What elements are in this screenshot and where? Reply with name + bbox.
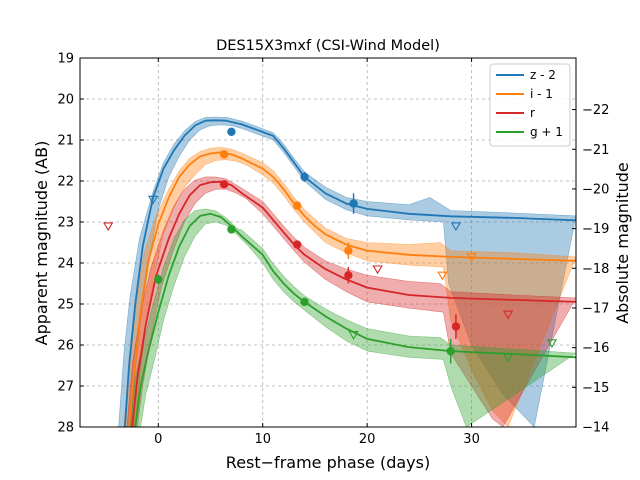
model-line-g-1 (134, 212, 576, 427)
data-point-i-1 (292, 201, 302, 210)
data-point-g-1 (154, 275, 163, 284)
data-point-g-1 (446, 346, 455, 356)
y-tick-label-right: −20 (582, 182, 609, 197)
upper-limit-r (502, 310, 514, 320)
upper-limit-extra (103, 222, 114, 232)
data-point-r (344, 271, 353, 280)
y-axis-label-right: Absolute magnitude (613, 162, 632, 324)
y-tick-label-right: −21 (582, 143, 609, 158)
y-tick-label-right: −16 (582, 341, 609, 356)
y-tick-label-right: −19 (582, 222, 609, 237)
x-tick-label: 10 (254, 432, 271, 447)
y-tick-label: 22 (57, 175, 74, 190)
data-point-z-2 (227, 127, 236, 136)
model-lines (124, 119, 576, 427)
legend-label-z-2: z - 2 (530, 68, 556, 82)
model-line-r (131, 180, 576, 427)
data-point-i-1 (219, 150, 229, 159)
data-points (103, 127, 558, 364)
data-point-g-1 (227, 225, 236, 234)
model-line-i-1 (128, 151, 576, 427)
upper-limit-i-1 (466, 253, 477, 262)
upper-limit-g-1 (502, 353, 514, 363)
y-tick-label: 24 (57, 257, 74, 272)
legend-label-i-1: i - 1 (530, 87, 553, 101)
y-tick-label: 20 (57, 93, 74, 108)
upper-limit-z-2 (147, 195, 159, 205)
model-band-i-1 (123, 147, 576, 427)
x-tick-label: 20 (359, 432, 376, 447)
model-bands (118, 116, 576, 427)
upper-limit-g-1 (546, 339, 558, 349)
y-tick-label-right: −14 (582, 421, 609, 436)
y-tick-label: 28 (57, 421, 74, 436)
chart-title: DES15X3mxf (CSI-Wind Model) (216, 38, 440, 54)
axis-ticks: 0 10 20 30 19 20 21 22 23 24 25 26 27 28 −14 −15 −16 −17 −… (57, 52, 609, 448)
upper-limit-r (372, 265, 383, 275)
data-point-z-2 (300, 172, 309, 182)
y-tick-label: 21 (57, 134, 74, 149)
legend-label-g-1: g + 1 (530, 125, 563, 139)
y-tick-label-right: −15 (582, 381, 609, 396)
model-band-g-1 (129, 208, 576, 427)
data-point-z-2 (349, 199, 358, 208)
data-point-r (219, 180, 229, 189)
data-point-r (292, 240, 302, 249)
upper-limit-g-1 (348, 331, 359, 340)
model-line-z-2 (124, 119, 576, 427)
y-tick-label-right: −18 (582, 262, 609, 277)
data-point-i-1 (344, 246, 353, 255)
y-tick-label: 23 (57, 216, 74, 231)
model-band-r (126, 176, 576, 427)
x-axis-label: Rest−frame phase (days) (226, 453, 430, 472)
legend: z - 2 i - 1 r g + 1 (489, 63, 571, 147)
x-tick-label: 30 (463, 432, 480, 447)
y-tick-label: 26 (57, 339, 74, 354)
model-band-z-2 (118, 116, 576, 427)
y-axis-label: Apparent magnitude (AB) (32, 141, 51, 346)
y-tick-label: 27 (57, 380, 74, 395)
data-point-r (451, 322, 461, 331)
upper-limit-i-1 (437, 271, 448, 281)
legend-label-r: r (530, 106, 535, 120)
y-tick-label-right: −22 (582, 103, 609, 118)
y-tick-label-right: −17 (582, 301, 609, 316)
data-point-g-1 (300, 297, 309, 307)
plot-frame (79, 57, 577, 428)
y-tick-label: 25 (57, 298, 74, 313)
legend-box (489, 63, 571, 147)
y-tick-label: 19 (57, 52, 74, 67)
x-tick-label: 0 (154, 432, 162, 447)
upper-limit-z-2 (450, 222, 462, 232)
